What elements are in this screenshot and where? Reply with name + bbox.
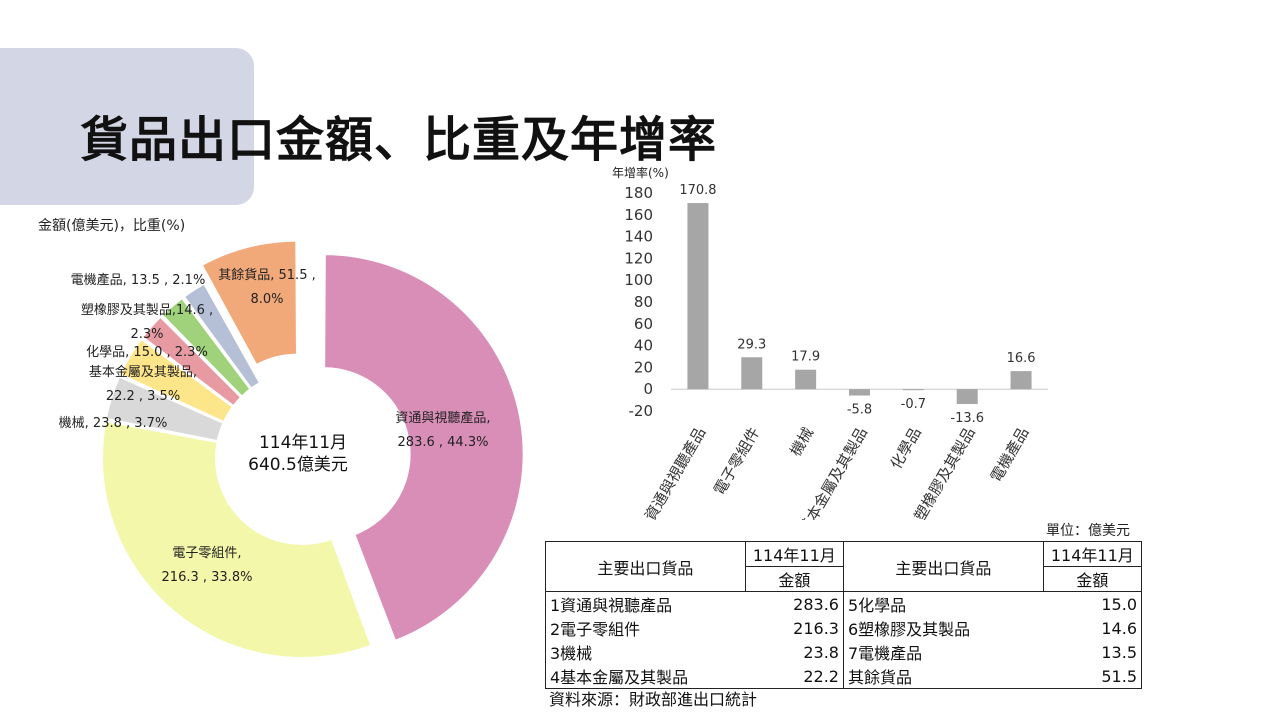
bar-y-tick-label: -20	[629, 402, 654, 420]
bar	[741, 357, 763, 390]
bar-data-label: 17.9	[791, 350, 820, 365]
donut-slice	[104, 375, 225, 443]
bar	[902, 389, 924, 391]
table-row: 4基本金屬及其製品 22.2 其餘貨品 51.5	[545, 664, 1143, 689]
pie-unit-label: 金額(億美元)，比重(%)	[38, 218, 186, 234]
donut-center-line2: 640.5億美元	[248, 455, 348, 475]
table-row: 2電子零組件 216.3 6塑橡膠及其製品 14.6	[545, 616, 1143, 640]
donut-slice-label: 機械, 23.8 , 3.7%	[59, 416, 168, 431]
table-header-amount-right: 金額	[1042, 566, 1143, 592]
bar	[1010, 371, 1032, 390]
growth-bar-chart: 年增率(%) -20 0 20 40 60 80 100 120 140 160 180 170.8 資…	[612, 165, 1048, 520]
donut-slice-label: 22.2 , 3.5%	[106, 389, 180, 404]
donut-slice	[160, 296, 252, 398]
title-background	[0, 48, 254, 205]
bar-category-label: 資通與視聽產品	[641, 424, 709, 520]
bar-y-axis-label: 年增率(%)	[612, 165, 669, 180]
table-cell-left-name: 1資通與視聽產品	[545, 591, 746, 616]
bar	[849, 389, 870, 396]
donut-slice-label: 電子零組件,	[172, 546, 241, 561]
bar-category-label: 電機產品	[987, 424, 1033, 485]
bar-y-tick-label: 120	[624, 249, 653, 267]
donut-slice-label: 基本金屬及其製品,	[89, 364, 197, 380]
bar-data-label: -13.6	[950, 411, 984, 426]
table-row: 3機械 23.8 7電機產品 13.5	[545, 640, 1143, 664]
data-source-note: 資料來源：財政部進出口統計	[549, 690, 758, 709]
donut-chart: 資通與視聽產品, 283.6 , 44.3% 電子零組件, 216.3 , 33.8%…	[59, 240, 525, 659]
donut-slice-label: 283.6 , 44.3%	[398, 435, 489, 450]
table-cell-right-name: 6塑橡膠及其製品	[847, 620, 971, 639]
table-cell-right-name: 其餘貨品	[843, 664, 1044, 689]
donut-center-line1: 114年11月	[259, 433, 347, 453]
donut-slice	[141, 315, 243, 408]
donut-slice-label: 216.3 , 33.8%	[162, 570, 253, 585]
donut-slice	[101, 419, 373, 659]
export-table: 主要出口貨品 114年11月 主要出口貨品 114年11月 金額 金額 1資通與…	[545, 541, 1143, 689]
bar-category-label: 機械	[787, 424, 818, 459]
table-cell-left-value: 283.6	[745, 591, 844, 616]
donut-slice-label: 化學品, 15.0 , 2.3%	[86, 345, 208, 360]
table-header-period-left: 114年11月	[744, 541, 844, 567]
bar-y-tick-label: 160	[624, 206, 653, 224]
table-header-amount-left: 金額	[744, 566, 844, 592]
donut-slice-label: 其餘貨品, 51.5 ,	[218, 267, 315, 283]
bar-y-tick-label: 40	[634, 337, 653, 355]
table-cell-right-value: 15.0	[1043, 591, 1143, 616]
donut-slice-label: 塑橡膠及其製品,14.6 ,	[81, 303, 213, 318]
page-title: 貨品出口金額、比重及年增率	[80, 112, 718, 168]
donut-slice-label: 2.3%	[130, 327, 163, 342]
donut-slice	[323, 253, 525, 643]
bar-y-tick-label: 0	[643, 380, 653, 398]
bar-category-label: 化學品	[887, 424, 925, 472]
table-cell-left-name: 2電子零組件	[545, 616, 746, 640]
bar-y-tick-label: 180	[624, 184, 653, 202]
bar-category-label: 電子零組件	[710, 424, 763, 498]
bar-y-tick-label: 80	[634, 293, 653, 311]
table-header-item-right: 主要出口貨品	[842, 541, 1044, 592]
table-cell-left-value: 22.2	[745, 664, 844, 689]
donut-slice-label: 電機產品, 13.5 , 2.1%	[71, 272, 206, 288]
bar-y-tick-label: 140	[624, 228, 653, 246]
bar-data-label: -0.7	[901, 397, 926, 412]
table-cell-left-value: 23.8	[745, 640, 844, 664]
bar-data-label: -5.8	[847, 403, 872, 418]
donut-slice-label: 8.0%	[250, 292, 283, 307]
donut-slice	[200, 240, 298, 367]
donut-slice	[118, 337, 235, 424]
bar-y-tick-label: 60	[634, 315, 653, 333]
bar-y-tick-label: 20	[634, 358, 653, 376]
table-header-period-right: 114年11月	[1042, 541, 1143, 567]
table-cell-right-value: 51.5	[1043, 664, 1143, 689]
bar-y-tick-label: 100	[624, 271, 653, 289]
table-row: 1資通與視聽產品 283.6 5化學品 15.0	[545, 591, 1143, 616]
table-header-item-left: 主要出口貨品	[545, 541, 746, 592]
bar-data-label: 16.6	[1007, 351, 1036, 366]
bar-data-label: 170.8	[679, 183, 716, 198]
table-cell-right-value: 13.5	[1043, 640, 1143, 664]
bar	[795, 369, 817, 390]
table-cell-right-name: 7電機產品	[847, 644, 923, 663]
table-cell-right-value: 14.6	[1043, 616, 1143, 640]
bar	[956, 389, 978, 405]
bar	[687, 203, 709, 390]
table-cell-left-name: 4基本金屬及其製品	[545, 664, 746, 689]
table-cell-left-value: 216.3	[745, 616, 844, 640]
table-unit-label: 單位：億美元	[1046, 523, 1130, 539]
donut-slice	[182, 282, 262, 390]
donut-slice-label: 資通與視聽產品,	[395, 410, 490, 426]
table-cell-left-name: 3機械	[545, 640, 746, 664]
bar-data-label: 29.3	[737, 337, 766, 352]
table-body: 1資通與視聽產品 283.6 5化學品 15.0 2電子零組件 216.3 6塑橡膠及其製品…	[545, 591, 1143, 689]
table-cell-right-name: 5化學品	[847, 596, 907, 615]
